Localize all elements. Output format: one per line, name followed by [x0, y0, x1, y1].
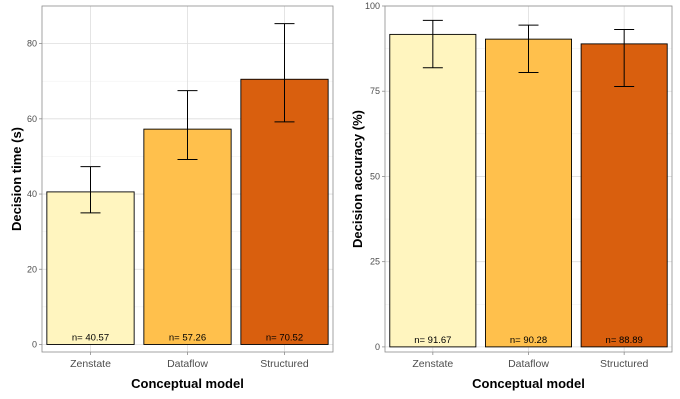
y-tick-label: 50: [370, 171, 380, 181]
bar-structured: [580, 43, 668, 348]
error-bar-dataflow: [177, 90, 198, 160]
error-bar-structured: [274, 23, 295, 123]
bar-dataflow: [485, 38, 573, 348]
y-tick-label: 20: [27, 264, 37, 274]
y-tick-label: 40: [27, 189, 37, 199]
y-tick-label: 100: [365, 1, 380, 11]
x-tick-label: Zenstate: [412, 358, 453, 370]
y-axis-title: Decision time (s): [9, 127, 24, 231]
error-bar-dataflow: [518, 24, 539, 73]
y-tick-label: 25: [370, 257, 380, 267]
x-axis-title: Conceptual model: [472, 376, 585, 391]
error-bar-zenstate: [422, 19, 443, 69]
x-tick-label: Dataflow: [508, 358, 549, 370]
bar-value-label: n= 70.52: [266, 332, 303, 343]
bar-value-label: n= 91.67: [414, 335, 451, 346]
y-tick-label: 80: [27, 39, 37, 49]
bar-value-label: n= 90.28: [510, 335, 547, 346]
bar-value-label: n= 57.26: [169, 332, 206, 343]
y-axis-title: Decision accuracy (%): [350, 110, 365, 248]
y-tick-label: 0: [375, 342, 380, 352]
bar-dataflow: [143, 128, 232, 345]
x-tick-label: Structured: [600, 358, 649, 370]
decision-time-chart: n= 40.57 n= 57.26 n= 70.52 0 20 40 60 80 Zenstat…: [9, 5, 334, 391]
x-axis-title: Conceptual model: [131, 376, 244, 391]
x-tick-label: Dataflow: [167, 358, 208, 370]
y-tick-label: 60: [27, 114, 37, 124]
decision-accuracy-chart: n= 91.67 n= 90.28 n= 88.89 0 25 50 75 100 Zensta…: [350, 1, 673, 391]
bar-structured: [240, 78, 329, 345]
bar-zenstate: [46, 191, 135, 345]
error-bar-structured: [614, 29, 635, 87]
y-tick-label: 0: [32, 339, 37, 349]
y-tick-label: 75: [370, 86, 380, 96]
x-tick-label: Structured: [260, 358, 309, 370]
error-bar-zenstate: [80, 166, 101, 214]
x-tick-label: Zenstate: [70, 358, 111, 370]
bar-value-label: n= 40.57: [72, 332, 109, 343]
bar-value-label: n= 88.89: [606, 335, 643, 346]
bar-zenstate: [389, 33, 477, 348]
